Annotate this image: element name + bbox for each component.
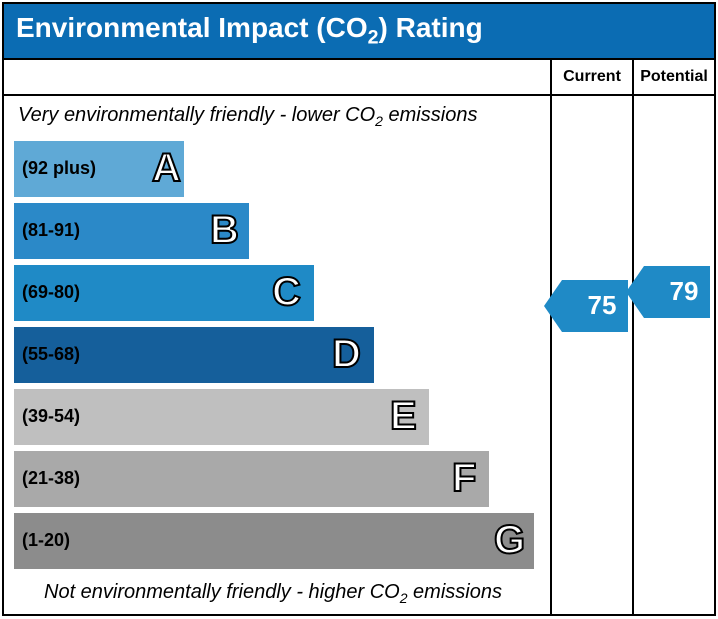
band-g: (1-20) G [14, 513, 534, 569]
band-letter: A [152, 146, 181, 191]
band-range: (21-38) [14, 468, 80, 489]
band-range: (39-54) [14, 406, 80, 427]
current-marker: 75 [562, 280, 628, 332]
band-letter: C [272, 270, 301, 315]
band-range: (1-20) [14, 530, 70, 551]
band-letter: B [210, 208, 239, 253]
band-range: (55-68) [14, 344, 80, 365]
col-header-current: Current [550, 60, 632, 94]
band-b: (81-91) B [14, 203, 249, 259]
potential-marker: 79 [644, 266, 710, 318]
band-d: (55-68) D [14, 327, 374, 383]
band-f: (21-38) F [14, 451, 489, 507]
band-range: (81-91) [14, 220, 80, 241]
rating-chart: Environmental Impact (CO2) Rating Curren… [2, 2, 716, 616]
bands-area: Very environmentally friendly - lower CO… [4, 96, 550, 614]
band-range: (69-80) [14, 282, 80, 303]
caption-bottom: Not environmentally friendly - higher CO… [14, 575, 550, 608]
band-range: (92 plus) [14, 158, 96, 179]
band-letter: D [332, 332, 361, 377]
band-c: (69-80) C [14, 265, 314, 321]
chart-title: Environmental Impact (CO2) Rating [4, 4, 714, 60]
potential-column: 79 [632, 96, 714, 614]
col-header-potential: Potential [632, 60, 714, 94]
potential-value: 79 [670, 276, 699, 307]
current-column: 75 [550, 96, 632, 614]
band-a: (92 plus) A [14, 141, 184, 197]
band-letter: F [452, 456, 476, 501]
band-letter: G [494, 518, 525, 563]
band-letter: E [390, 394, 417, 439]
band-e: (39-54) E [14, 389, 429, 445]
caption-top: Very environmentally friendly - lower CO… [14, 102, 550, 135]
chart-body: Very environmentally friendly - lower CO… [4, 96, 714, 614]
current-value: 75 [588, 290, 617, 321]
header-row: Current Potential [4, 60, 714, 96]
